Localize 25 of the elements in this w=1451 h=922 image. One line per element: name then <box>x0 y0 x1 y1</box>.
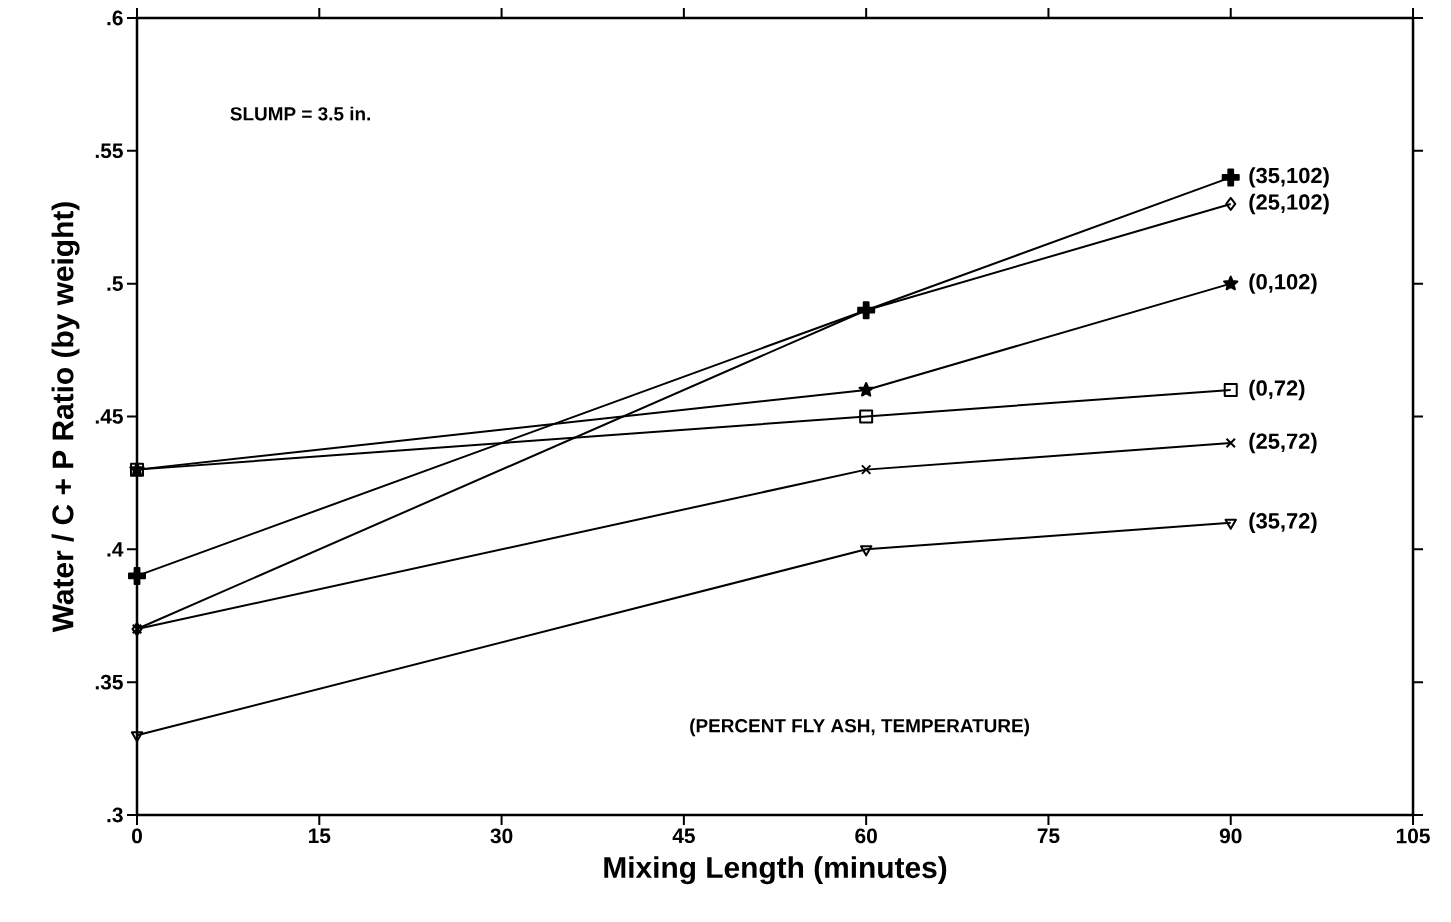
x-tick-label: 30 <box>490 828 513 844</box>
x-tick-label: 15 <box>308 828 331 844</box>
x-tick-label: 60 <box>855 828 877 844</box>
y-tick-label: .55 <box>95 143 123 159</box>
y-tick-label: .6 <box>107 10 123 26</box>
y-tick-label: .45 <box>95 409 123 424</box>
x-axis-title: Mixing Length (minutes) <box>604 856 947 885</box>
series-label: (35,102) <box>1249 167 1329 188</box>
x-tick-label: 45 <box>672 828 695 844</box>
y-axis-title: Water / C + P Ratio (by weight) <box>51 202 80 633</box>
x-tick-label: 90 <box>1219 828 1242 844</box>
series-label: (35,72) <box>1249 512 1317 533</box>
y-tick-label: .4 <box>107 542 124 557</box>
y-tick-label: .3 <box>107 807 123 823</box>
series-label: (25,72) <box>1249 432 1317 454</box>
x-tick-label: 75 <box>1037 828 1060 844</box>
y-tick-label: .5 <box>107 276 123 291</box>
x-tick-label: 0 <box>132 828 142 844</box>
x-tick-label: 105 <box>1396 828 1430 844</box>
series-label: (0,72) <box>1249 379 1305 401</box>
annotation: (PERCENT FLY ASH, TEMPERATURE) <box>690 718 1030 737</box>
series-label: (25,102) <box>1249 193 1329 215</box>
series-label: (0,102) <box>1249 273 1317 294</box>
annotation: SLUMP = 3.5 in. <box>230 106 371 121</box>
y-tick-label: .35 <box>95 674 123 690</box>
